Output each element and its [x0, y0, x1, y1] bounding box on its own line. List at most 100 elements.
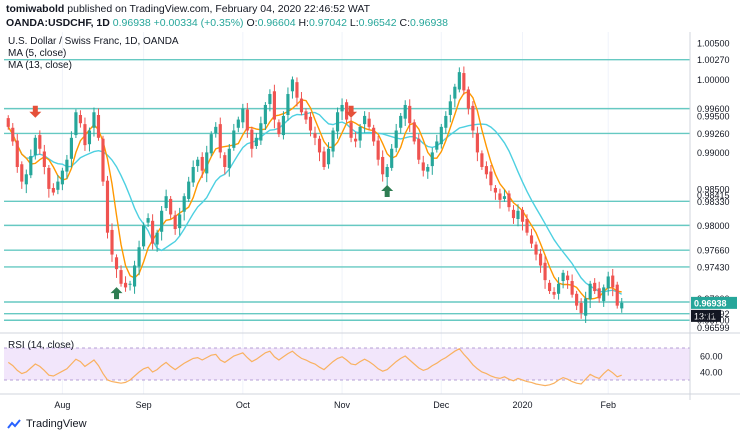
- price-axis-label: 0.99260: [697, 129, 730, 139]
- price-pane-background: [4, 32, 690, 329]
- candle-body: [218, 124, 222, 153]
- candle-body: [105, 180, 110, 233]
- buy-signal-arrow-icon: [110, 287, 123, 300]
- candle-body: [24, 174, 28, 185]
- candle-body: [178, 214, 182, 229]
- price-axis-label: 0.98330: [697, 197, 730, 207]
- candle-body: [142, 225, 146, 247]
- candle-body: [363, 115, 367, 125]
- price-pane[interactable]: [4, 32, 690, 394]
- published-text: published on TradingView.com, February 0…: [67, 3, 371, 15]
- candle-body: [444, 115, 448, 128]
- candle-body: [457, 72, 461, 90]
- low-value: 0.96542: [358, 17, 397, 29]
- candle-body: [493, 187, 498, 193]
- price-axis-label: 0.98000: [697, 221, 730, 231]
- candle-body: [295, 82, 299, 98]
- candle-body: [114, 257, 119, 270]
- candle-body: [475, 133, 479, 153]
- candle-body: [484, 166, 488, 175]
- tradingview-logo[interactable]: TradingView: [6, 418, 87, 430]
- candle-body: [169, 198, 173, 215]
- candle-body: [489, 171, 493, 186]
- candle-body: [101, 138, 105, 182]
- candle-body: [78, 115, 83, 124]
- candle-body: [268, 94, 272, 105]
- candle-body: [245, 109, 249, 131]
- candle-body: [164, 196, 168, 209]
- candle-body: [290, 79, 295, 92]
- candle-body: [354, 138, 358, 142]
- candle-body: [38, 135, 42, 149]
- candle-body: [480, 153, 484, 167]
- price-axis-label: 1.00270: [697, 55, 730, 65]
- ma5-line-group: [7, 90, 622, 300]
- candle-body: [326, 148, 331, 165]
- candle-body: [426, 167, 430, 172]
- candle-body: [205, 152, 209, 174]
- candle-body: [552, 291, 556, 295]
- rsi-legend[interactable]: RSI (14, close): [8, 340, 75, 351]
- candle-body: [511, 209, 516, 219]
- rsi-pane[interactable]: [4, 347, 690, 387]
- candle-body: [83, 124, 87, 146]
- ohlc-bar: OANDA:USDCHF, 1D 0.96938 +0.00334 (+0.35…: [6, 17, 448, 29]
- price-axis-label: 0.98500: [697, 184, 730, 194]
- candle-body: [236, 119, 240, 128]
- tradingview-logo-text: TradingView: [26, 418, 87, 430]
- ma13-legend[interactable]: MA (13, close): [8, 60, 72, 71]
- price-axis-label: 0.96792: [697, 309, 730, 319]
- candle-body: [498, 193, 502, 200]
- candle-body: [390, 148, 394, 168]
- candle-body: [223, 155, 227, 167]
- time-axis-labels: Aug Sep Oct Nov Dec 2020 Feb: [54, 400, 616, 410]
- author-name[interactable]: tomiwabold: [6, 3, 65, 15]
- candle-body: [214, 126, 218, 134]
- candle-body: [42, 151, 46, 167]
- candle-body: [358, 126, 362, 141]
- candle-body: [516, 210, 520, 219]
- candle-body: [69, 137, 73, 159]
- candle-body: [29, 156, 33, 176]
- candle-body: [557, 283, 561, 294]
- candle-body: [33, 137, 37, 156]
- time-axis-label: Aug: [54, 400, 70, 410]
- price-axis-label: 1.00000: [697, 75, 730, 85]
- candle-body: [227, 148, 231, 168]
- candle-body: [588, 283, 592, 300]
- candle-body: [277, 122, 281, 135]
- candle-body: [579, 302, 583, 313]
- series-legend-title[interactable]: U.S. Dollar / Swiss Franc, 1D, OANDA: [8, 36, 179, 47]
- candle-body: [254, 137, 258, 147]
- candle-body: [232, 130, 236, 148]
- candle-body: [417, 138, 421, 160]
- candle-body: [60, 170, 64, 185]
- candles: [6, 66, 624, 323]
- candle-body: [471, 105, 475, 131]
- ma5-legend[interactable]: MA (5, close): [8, 48, 67, 59]
- rsi-axis-labels: 60.00 40.00: [700, 352, 723, 378]
- price-axis-label: 0.99500: [697, 111, 730, 121]
- candle-body: [119, 270, 123, 284]
- candle-body: [606, 276, 610, 289]
- candle-body: [308, 116, 313, 131]
- candle-body: [543, 262, 547, 281]
- candle-body: [128, 283, 132, 285]
- sell-signal-arrow-icon: [29, 105, 42, 118]
- candle-body: [529, 235, 534, 244]
- candle-body: [349, 122, 353, 138]
- candle-body: [570, 281, 574, 295]
- symbol-label[interactable]: OANDA:USDCHF, 1D: [6, 17, 110, 29]
- price-axis-label: 0.97660: [697, 246, 730, 256]
- candle-body: [272, 91, 276, 120]
- candle-body: [96, 115, 101, 138]
- candle-body: [403, 104, 407, 119]
- candle-body: [602, 287, 606, 302]
- candle-body: [566, 275, 570, 281]
- candle-body: [575, 293, 579, 306]
- high-label: H:: [298, 17, 309, 29]
- candle-body: [502, 196, 507, 199]
- candle-body: [11, 127, 15, 142]
- candle-body: [299, 98, 304, 113]
